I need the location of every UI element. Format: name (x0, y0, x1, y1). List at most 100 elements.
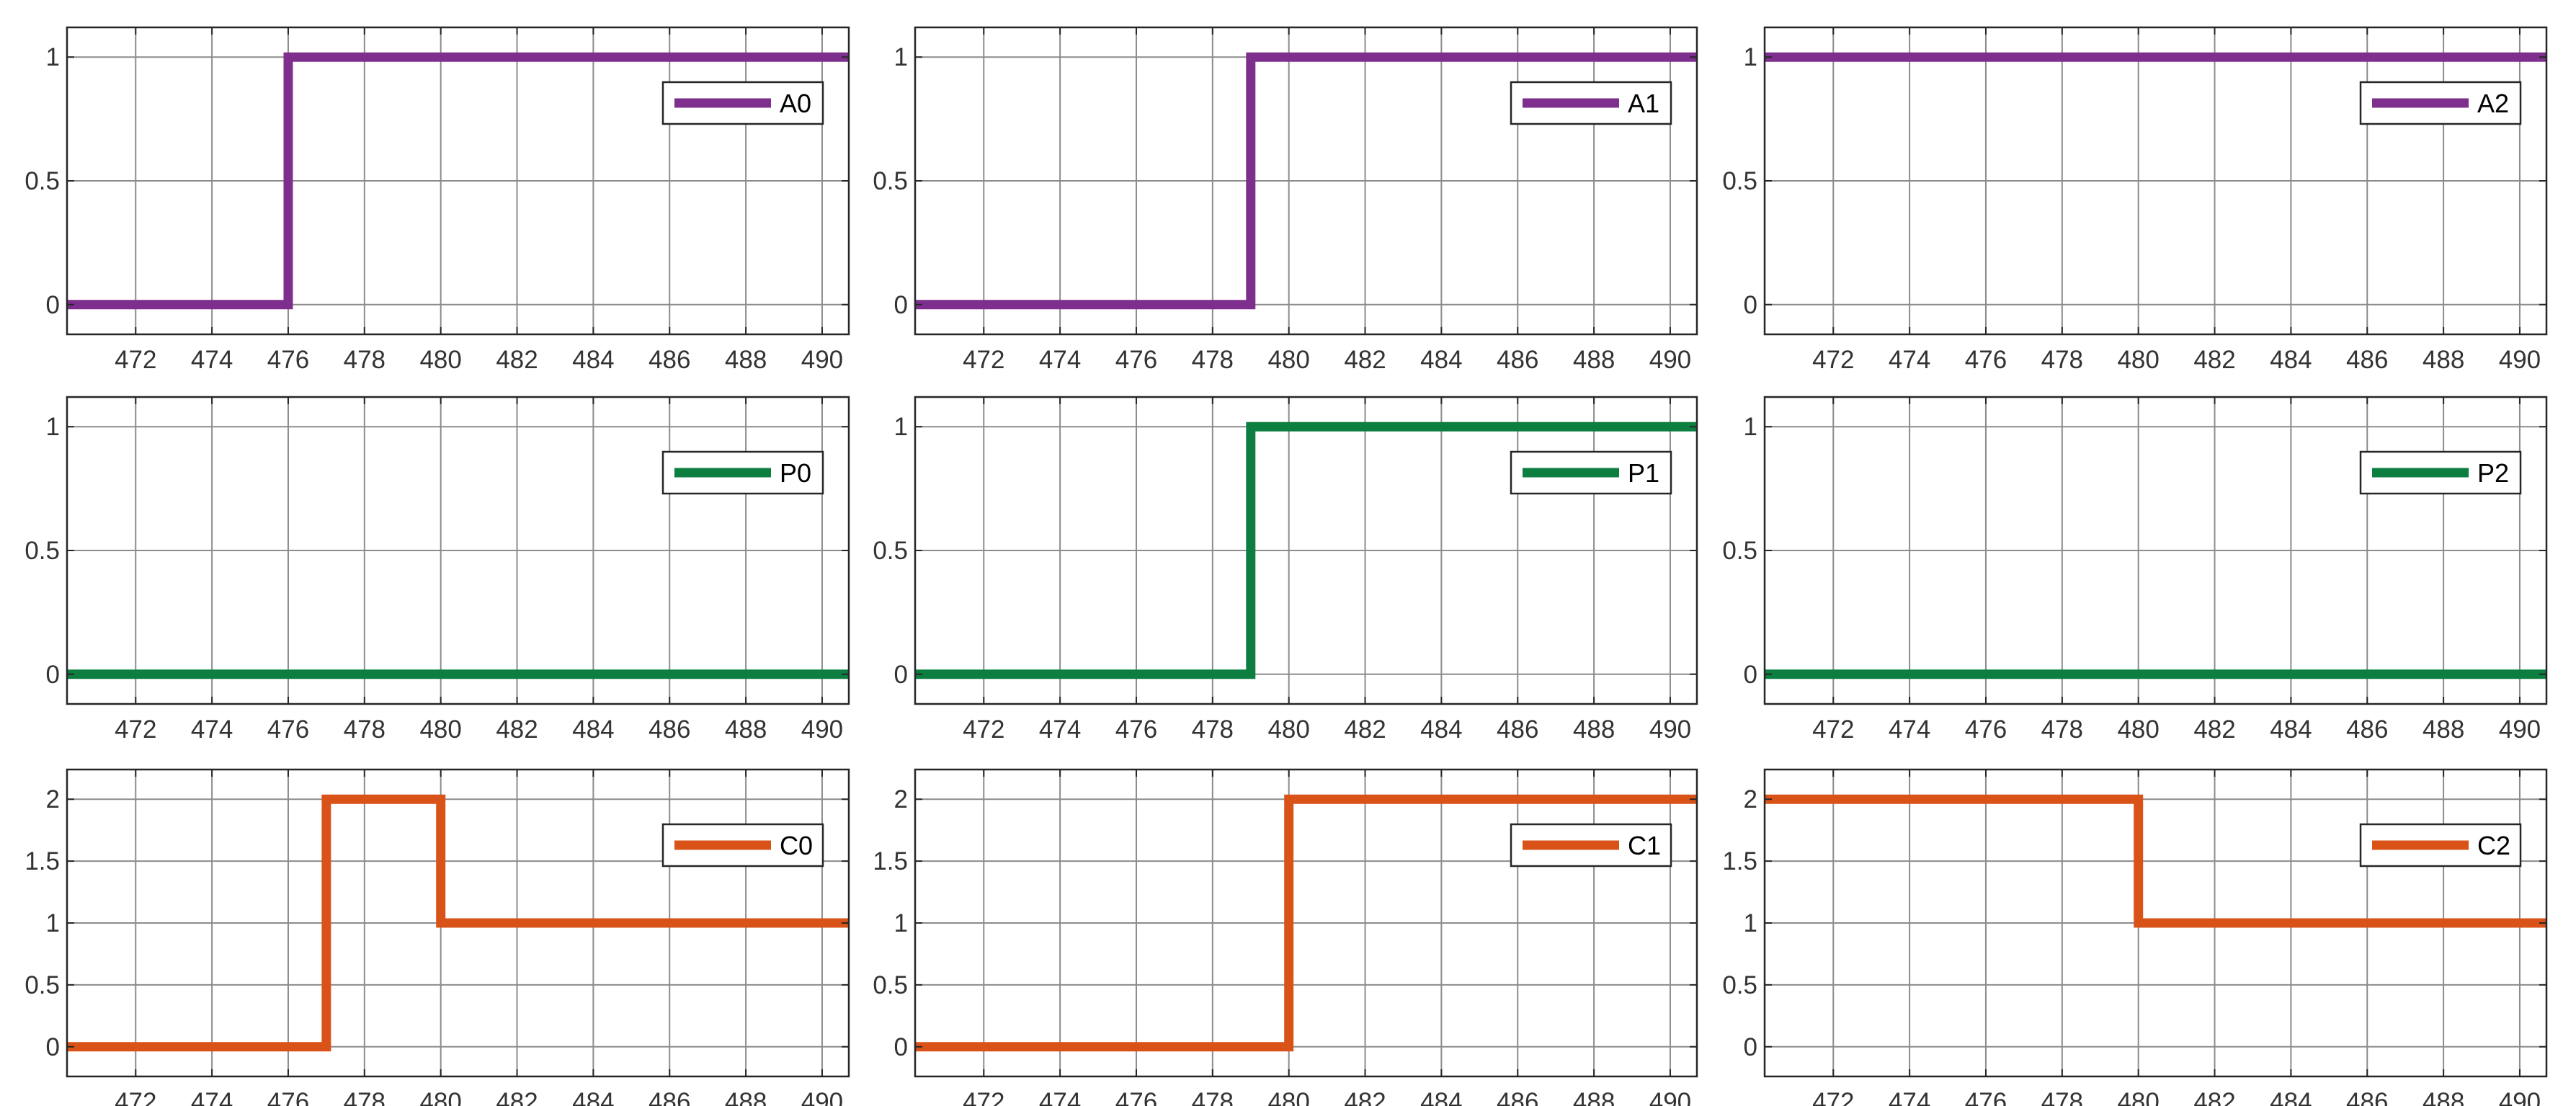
x-tick-label: 476 (1115, 346, 1157, 374)
legend-label: C1 (1628, 831, 1661, 860)
x-tick-label: 474 (1039, 346, 1081, 374)
x-tick-label: 486 (1497, 715, 1538, 744)
y-tick-label: 0.5 (873, 537, 908, 565)
y-tick-label: 0.5 (873, 971, 908, 999)
x-tick-label: 480 (1267, 715, 1309, 744)
subplot: 472 474 476 478 480 482 484 486 488 490 0 0.5 1 P0 (24, 396, 850, 744)
x-tick-label: 472 (115, 346, 156, 374)
x-tick-label: 476 (267, 346, 309, 374)
x-tick-label: 484 (2270, 715, 2312, 744)
subplot: 472 474 476 478 480 482 484 486 488 490 0 0.5 1 P2 (1722, 396, 2548, 744)
x-tick-label: 482 (496, 346, 538, 374)
x-tick-label: 488 (1573, 715, 1615, 744)
subplot: 472 474 476 478 480 482 484 486 488 490 0 0.5 1 1.5 2 C… (873, 768, 1698, 1106)
series-line (67, 794, 849, 1052)
subplot: 472 474 476 478 480 482 484 486 488 490 0 0.5 1 A0 (24, 26, 850, 374)
x-tick-label: 476 (1115, 1088, 1157, 1106)
y-tick-label: 0 (894, 1033, 908, 1061)
series-line (915, 52, 1697, 310)
legend: A1 (1510, 81, 1672, 125)
y-tick-label: 0.5 (1722, 537, 1757, 565)
y-tick-label: 0 (894, 661, 908, 689)
x-tick-label: 472 (115, 715, 156, 744)
x-tick-label: 486 (1497, 346, 1538, 374)
x-tick-label: 480 (419, 346, 461, 374)
series-line (1765, 794, 2546, 928)
x-tick-label: 476 (1965, 1088, 2007, 1106)
x-tick-label: 474 (1039, 1088, 1081, 1106)
y-tick-label: 0 (1744, 661, 1757, 689)
x-tick-label: 478 (2041, 1088, 2083, 1106)
x-tick-label: 480 (2117, 1088, 2159, 1106)
x-tick-label: 484 (572, 715, 614, 744)
legend: C0 (661, 823, 824, 868)
subplot: 472 474 476 478 480 482 484 486 488 490 0 0.5 1 1.5 2 C… (24, 768, 850, 1106)
x-tick-label: 490 (2499, 346, 2541, 374)
y-tick-label: 1.5 (24, 847, 60, 875)
x-tick-label: 478 (344, 715, 385, 744)
x-tick-label: 478 (344, 346, 385, 374)
legend-label: P1 (1628, 458, 1659, 488)
subplot: 472 474 476 478 480 482 484 486 488 490 0 0.5 1 P1 (873, 396, 1698, 744)
x-tick-label: 482 (496, 715, 538, 744)
x-tick-label: 490 (801, 346, 843, 374)
x-tick-label: 472 (963, 1088, 1004, 1106)
legend-label: P2 (2477, 458, 2509, 488)
y-tick-label: 0.5 (1722, 971, 1757, 999)
legend: P0 (661, 450, 824, 495)
x-tick-label: 474 (1889, 715, 1930, 744)
y-tick-label: 1.5 (873, 847, 908, 875)
x-tick-label: 476 (267, 715, 309, 744)
x-tick-label: 482 (1344, 715, 1386, 744)
x-tick-label: 490 (801, 1088, 843, 1106)
x-tick-label: 478 (2041, 715, 2083, 744)
x-tick-label: 482 (1344, 346, 1386, 374)
subplot: 472 474 476 478 480 482 484 486 488 490 0 0.5 1 A2 (1722, 26, 2548, 374)
x-tick-label: 482 (2193, 1088, 2235, 1106)
x-tick-label: 490 (801, 715, 843, 744)
y-tick-label: 1 (1744, 413, 1757, 441)
series-line (915, 794, 1697, 1052)
x-tick-label: 476 (1965, 346, 2007, 374)
x-tick-label: 484 (2270, 346, 2312, 374)
x-tick-label: 488 (725, 1088, 767, 1106)
y-tick-label: 0.5 (873, 167, 908, 195)
x-tick-label: 486 (649, 715, 690, 744)
y-tick-label: 1 (46, 43, 60, 71)
x-tick-label: 474 (191, 346, 233, 374)
x-tick-label: 482 (496, 1088, 538, 1106)
x-tick-label: 478 (2041, 346, 2083, 374)
legend: A0 (661, 81, 824, 125)
x-tick-label: 472 (1812, 1088, 1854, 1106)
x-tick-label: 472 (963, 715, 1004, 744)
x-tick-label: 474 (191, 715, 233, 744)
x-tick-label: 484 (1420, 1088, 1462, 1106)
legend: C2 (2359, 823, 2522, 868)
y-tick-label: 0 (1744, 1033, 1757, 1061)
legend-label: C2 (2477, 831, 2510, 860)
y-tick-label: 0 (1744, 291, 1757, 319)
x-tick-label: 488 (2423, 1088, 2464, 1106)
y-tick-label: 0.5 (24, 167, 60, 195)
x-tick-label: 486 (2346, 1088, 2388, 1106)
legend-label: A0 (780, 89, 811, 118)
y-tick-label: 1 (46, 413, 60, 441)
x-tick-label: 490 (2499, 1088, 2541, 1106)
x-tick-label: 476 (1965, 715, 2007, 744)
legend: C1 (1510, 823, 1672, 868)
x-tick-label: 478 (1192, 346, 1234, 374)
y-tick-label: 1 (894, 413, 908, 441)
y-tick-label: 0 (46, 291, 60, 319)
x-tick-label: 484 (572, 1088, 614, 1106)
x-tick-label: 480 (1267, 346, 1309, 374)
x-tick-label: 482 (2193, 715, 2235, 744)
legend-label: A1 (1628, 89, 1659, 118)
x-tick-label: 490 (1649, 346, 1691, 374)
x-tick-label: 478 (1192, 1088, 1234, 1106)
y-tick-label: 1 (1744, 43, 1757, 71)
x-tick-label: 472 (963, 346, 1004, 374)
y-tick-label: 2 (46, 785, 60, 813)
x-tick-label: 480 (419, 715, 461, 744)
y-tick-label: 1 (894, 909, 908, 937)
